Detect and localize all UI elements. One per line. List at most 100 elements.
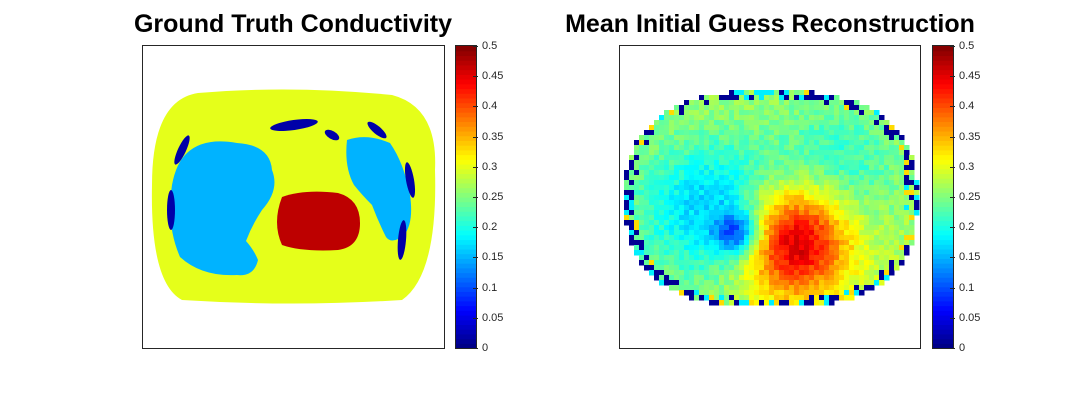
heatmap-cell — [839, 130, 845, 136]
heatmap-cell — [709, 285, 715, 291]
heatmap-cell — [819, 215, 825, 221]
heatmap-cell — [844, 280, 850, 286]
heatmap-cell — [694, 120, 700, 126]
heatmap-cell — [694, 295, 700, 301]
heatmap-cell — [769, 175, 775, 181]
heatmap-cell — [644, 265, 650, 271]
heatmap-cell — [864, 255, 870, 261]
heatmap-cell — [794, 210, 800, 216]
heatmap-cell — [714, 225, 720, 231]
heatmap-cell — [684, 100, 690, 106]
heatmap-cell — [834, 230, 840, 236]
heatmap-cell — [714, 290, 720, 296]
heatmap-cell — [804, 135, 810, 141]
heatmap-cell — [794, 235, 800, 241]
right-colorbar-band — [933, 121, 953, 127]
heatmap-cell — [729, 170, 735, 176]
heatmap-cell — [799, 290, 805, 296]
heatmap-cell — [774, 300, 780, 306]
heatmap-cell — [844, 195, 850, 201]
heatmap-cell — [809, 275, 815, 281]
heatmap-cell — [694, 230, 700, 236]
heatmap-cell — [724, 260, 730, 266]
heatmap-cell — [869, 195, 875, 201]
heatmap-cell — [649, 270, 655, 276]
heatmap-cell — [869, 205, 875, 211]
heatmap-cell — [679, 150, 685, 156]
heatmap-cell — [779, 185, 785, 191]
heatmap-cell — [904, 250, 910, 256]
heatmap-cell — [659, 215, 665, 221]
heatmap-cell — [729, 115, 735, 121]
heatmap-cell — [884, 210, 890, 216]
heatmap-cell — [759, 205, 765, 211]
heatmap-cell — [899, 220, 905, 226]
heatmap-cell — [674, 225, 680, 231]
right-colorbar-band — [933, 239, 953, 245]
heatmap-cell — [799, 125, 805, 131]
heatmap-cell — [734, 295, 740, 301]
heatmap-cell — [654, 215, 660, 221]
heatmap-cell — [859, 135, 865, 141]
heatmap-cell — [654, 235, 660, 241]
heatmap-cell — [819, 135, 825, 141]
heatmap-cell — [774, 110, 780, 116]
right-colorbar-band — [933, 107, 953, 113]
heatmap-cell — [674, 130, 680, 136]
heatmap-cell — [739, 210, 745, 216]
heatmap-cell — [729, 270, 735, 276]
heatmap-cell — [699, 120, 705, 126]
heatmap-cell — [804, 95, 810, 101]
heatmap-cell — [804, 145, 810, 151]
heatmap-cell — [664, 135, 670, 141]
heatmap-cell — [819, 300, 825, 306]
heatmap-cell — [649, 185, 655, 191]
heatmap-cell — [639, 140, 645, 146]
heatmap-cell — [689, 160, 695, 166]
heatmap-cell — [674, 215, 680, 221]
heatmap-cell — [789, 260, 795, 266]
heatmap-cell — [714, 195, 720, 201]
heatmap-cell — [739, 185, 745, 191]
heatmap-cell — [764, 260, 770, 266]
heatmap-cell — [739, 270, 745, 276]
heatmap-cell — [889, 180, 895, 186]
heatmap-cell — [874, 170, 880, 176]
heatmap-cell — [714, 245, 720, 251]
heatmap-cell — [674, 285, 680, 291]
heatmap-cell — [764, 180, 770, 186]
heatmap-cell — [834, 140, 840, 146]
heatmap-cell — [649, 205, 655, 211]
heatmap-cell — [734, 115, 740, 121]
heatmap-cell — [644, 220, 650, 226]
right-colorbar-tick-label: 0.3 — [959, 161, 975, 173]
heatmap-cell — [769, 250, 775, 256]
heatmap-cell — [809, 90, 815, 96]
heatmap-cell — [649, 215, 655, 221]
heatmap-cell — [799, 115, 805, 121]
heatmap-cell — [854, 100, 860, 106]
heatmap-cell — [879, 235, 885, 241]
heatmap-cell — [664, 125, 670, 131]
heatmap-cell — [884, 140, 890, 146]
heatmap-cell — [709, 105, 715, 111]
heatmap-cell — [804, 160, 810, 166]
heatmap-cell — [764, 150, 770, 156]
heatmap-cell — [669, 180, 675, 186]
heatmap-cell — [854, 235, 860, 241]
heatmap-cell — [724, 270, 730, 276]
left-colorbar-band — [456, 286, 476, 292]
right-colorbar-band — [933, 79, 953, 85]
heatmap-cell — [669, 110, 675, 116]
heatmap-cell — [864, 135, 870, 141]
heatmap-cell — [714, 265, 720, 271]
heatmap-cell — [739, 130, 745, 136]
heatmap-cell — [719, 200, 725, 206]
heatmap-cell — [679, 120, 685, 126]
heatmap-cell — [624, 195, 630, 201]
heatmap-cell — [669, 150, 675, 156]
heatmap-cell — [854, 105, 860, 111]
heatmap-cell — [879, 220, 885, 226]
heatmap-cell — [789, 280, 795, 286]
heatmap-cell — [739, 90, 745, 96]
